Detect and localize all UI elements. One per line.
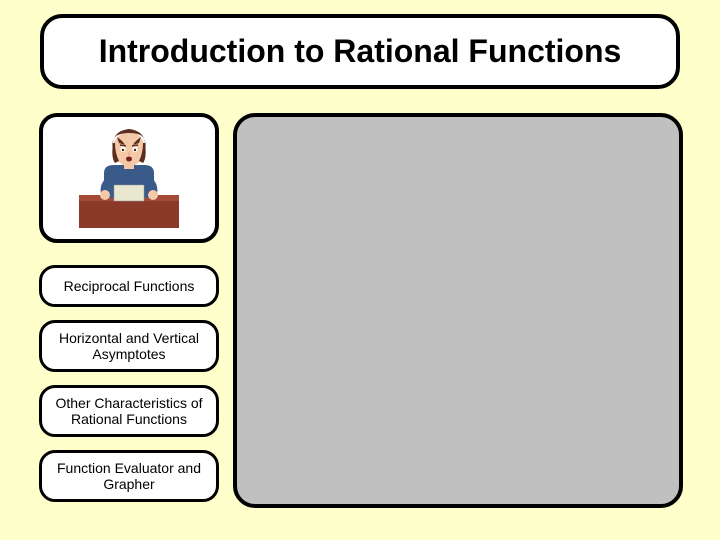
menu-item-reciprocal[interactable]: Reciprocal Functions <box>39 265 219 307</box>
menu-label: Horizontal and Vertical Asymptotes <box>50 330 208 362</box>
page-title: Introduction to Rational Functions <box>99 33 622 70</box>
content-panel <box>233 113 683 508</box>
teacher-avatar-icon <box>69 123 189 233</box>
menu-item-asymptotes[interactable]: Horizontal and Vertical Asymptotes <box>39 320 219 372</box>
menu-label: Other Characteristics of Rational Functi… <box>50 395 208 427</box>
avatar-panel <box>39 113 219 243</box>
title-panel: Introduction to Rational Functions <box>40 14 680 89</box>
menu-label: Function Evaluator and Grapher <box>50 460 208 492</box>
menu-label: Reciprocal Functions <box>64 278 195 294</box>
menu-item-characteristics[interactable]: Other Characteristics of Rational Functi… <box>39 385 219 437</box>
menu-item-evaluator[interactable]: Function Evaluator and Grapher <box>39 450 219 502</box>
